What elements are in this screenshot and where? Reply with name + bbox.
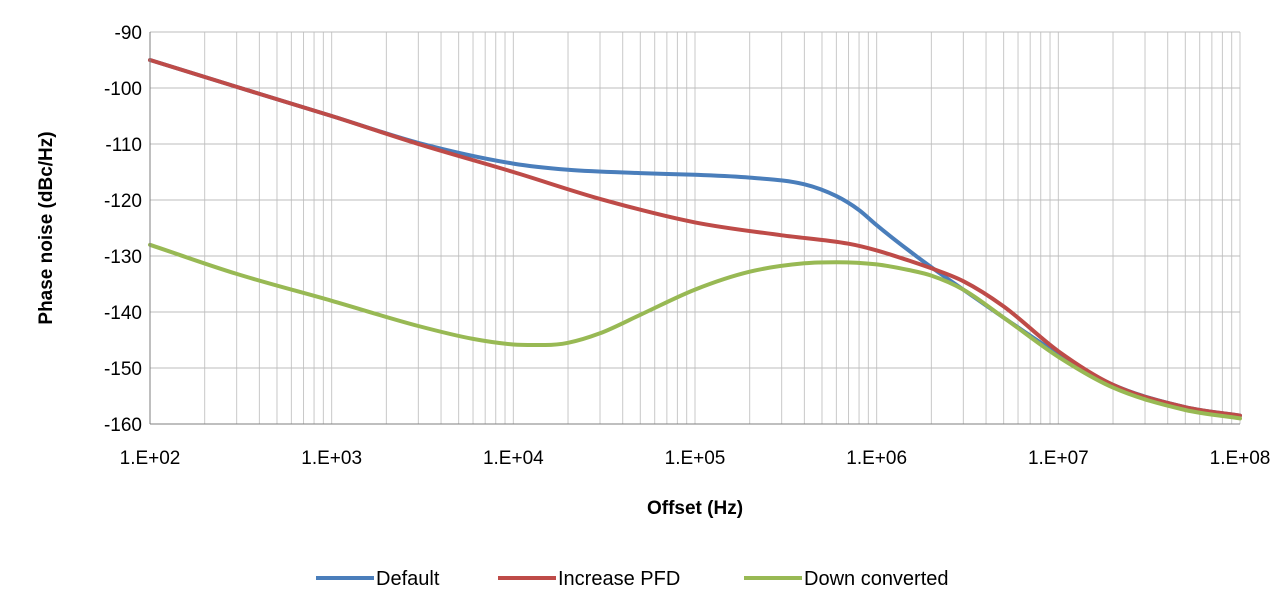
- y-tick-label: -150: [104, 359, 142, 380]
- y-tick-label: -100: [104, 79, 142, 100]
- y-tick-label: -160: [104, 415, 142, 436]
- series-line-increase-pfd: [148, 58, 1242, 418]
- legend-label-increase-pfd: Increase PFD: [558, 568, 680, 590]
- y-tick-label: -90: [115, 23, 142, 44]
- x-tick-label: 1.E+08: [1210, 448, 1271, 469]
- legend-label-down-converted: Down converted: [804, 568, 949, 590]
- y-tick-label: -110: [105, 135, 142, 156]
- legend: Default Increase PFD Down converted: [316, 568, 949, 590]
- x-tick-label: 1.E+05: [665, 448, 726, 469]
- series-layer: [148, 58, 1242, 421]
- y-axis-title: Phase noise (dBc/Hz): [36, 131, 57, 324]
- x-tick-label: 1.E+03: [301, 448, 362, 469]
- x-axis-title: Offset (Hz): [647, 498, 743, 519]
- series-line-down-converted: [148, 242, 1242, 421]
- x-tick-label: 1.E+06: [846, 448, 907, 469]
- x-tick-label: 1.E+02: [120, 448, 181, 469]
- x-tick-label: 1.E+04: [483, 448, 544, 469]
- legend-label-default: Default: [376, 568, 440, 590]
- x-tick-label: 1.E+07: [1028, 448, 1089, 469]
- y-tick-label: -120: [104, 191, 142, 212]
- axes: -90 -100 -110 -120 -130 -140 -150 -160 1.E+02 1.E…: [104, 23, 1270, 469]
- y-tick-label: -140: [104, 303, 142, 324]
- y-tick-label: -130: [104, 247, 142, 268]
- grid: [149, 31, 1241, 425]
